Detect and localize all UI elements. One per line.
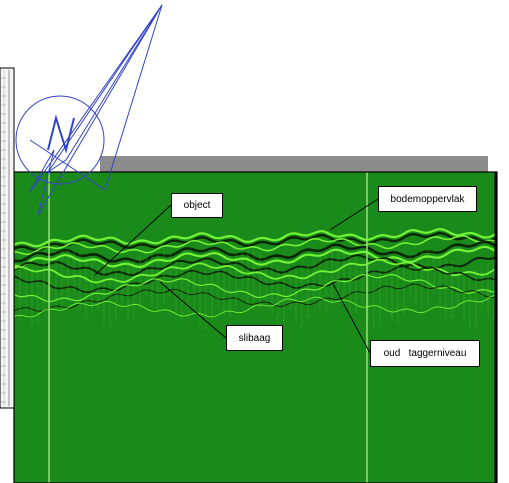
label-surface: bodemoppervlak: [378, 186, 477, 212]
reflector-band: [14, 294, 497, 318]
leader-object: [94, 204, 172, 276]
reflector-band: [14, 258, 497, 284]
reflector-band: [14, 254, 497, 277]
leader-surface: [329, 198, 379, 231]
leader-old-level: [331, 281, 371, 354]
reflector-band: [14, 231, 497, 252]
reflector-band: [14, 245, 497, 269]
reflector-band: [14, 234, 497, 256]
reflector-band: [14, 265, 497, 294]
map-strip-ticks: [1, 77, 6, 403]
map-strip: [0, 67, 15, 409]
reflector-layers: [14, 227, 497, 330]
reflector-band: [14, 227, 497, 248]
reflector-band: [14, 240, 497, 264]
header-bar: [100, 156, 488, 173]
leader-silt: [159, 281, 227, 339]
reflector-band: [14, 273, 497, 303]
map-strip-frame: [0, 67, 15, 409]
label-old-level: oud taggerniveau: [370, 340, 480, 367]
label-silt: slibaag: [226, 325, 283, 351]
reflector-band: [14, 283, 497, 312]
label-object: object: [171, 193, 223, 218]
radargram-panel: [13, 171, 498, 483]
north-arrow-icon: [15, 4, 163, 216]
callout-leaders: [94, 198, 379, 354]
